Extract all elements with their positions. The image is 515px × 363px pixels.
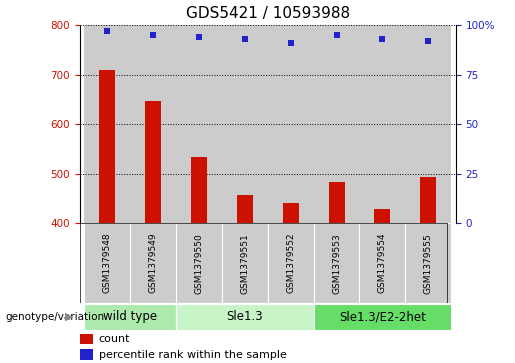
Text: ▶: ▶ (65, 312, 74, 322)
Bar (84, 25, 130, 223)
Bar (314, 223, 359, 303)
Bar (130, 223, 176, 303)
Bar (80, 334, 93, 344)
Bar (405, 25, 451, 223)
Text: wild type: wild type (103, 310, 157, 323)
Text: Sle1.3/E2-2het: Sle1.3/E2-2het (339, 310, 426, 323)
Text: GSM1379549: GSM1379549 (149, 233, 158, 294)
Bar (145, 101, 161, 223)
Text: Sle1.3: Sle1.3 (227, 310, 263, 323)
Text: GSM1379552: GSM1379552 (286, 233, 295, 294)
Bar (359, 25, 405, 223)
Text: GSM1379553: GSM1379553 (332, 233, 341, 294)
Text: GSM1379548: GSM1379548 (103, 233, 112, 294)
Point (149, 32, 157, 38)
Bar (222, 223, 268, 303)
Bar (237, 195, 253, 223)
Text: count: count (99, 334, 130, 344)
Text: percentile rank within the sample: percentile rank within the sample (99, 350, 286, 359)
Bar (176, 25, 222, 223)
Bar (405, 223, 451, 303)
Point (424, 38, 433, 44)
Point (333, 32, 341, 38)
Point (379, 36, 387, 42)
Bar (80, 349, 93, 360)
Title: GDS5421 / 10593988: GDS5421 / 10593988 (186, 7, 350, 21)
Bar (176, 303, 314, 330)
Point (241, 36, 249, 42)
Bar (84, 303, 176, 330)
Bar (268, 223, 314, 303)
Bar (222, 25, 268, 223)
Bar (84, 223, 130, 303)
Bar (314, 25, 359, 223)
Bar (329, 182, 345, 223)
Bar (268, 25, 314, 223)
Text: GSM1379550: GSM1379550 (195, 233, 203, 294)
Bar (359, 223, 405, 303)
Text: GSM1379555: GSM1379555 (424, 233, 433, 294)
Bar (283, 203, 299, 223)
Bar (420, 177, 436, 223)
Bar (314, 303, 451, 330)
Point (195, 34, 203, 40)
Point (287, 40, 295, 46)
Bar (130, 25, 176, 223)
Text: GSM1379554: GSM1379554 (378, 233, 387, 294)
Text: genotype/variation: genotype/variation (5, 312, 104, 322)
Bar (374, 209, 390, 223)
Point (103, 28, 111, 34)
Bar (176, 223, 222, 303)
Bar (191, 158, 207, 223)
Bar (99, 70, 115, 223)
Text: GSM1379551: GSM1379551 (241, 233, 249, 294)
